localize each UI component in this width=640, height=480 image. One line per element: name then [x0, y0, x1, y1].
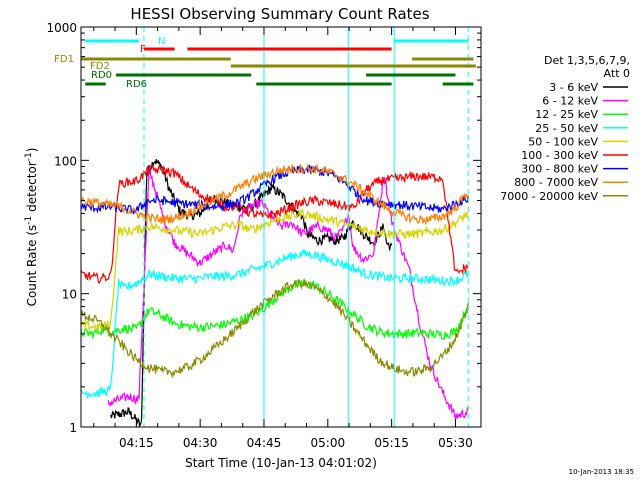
y-axis-label-end: )	[25, 148, 39, 153]
legend-label: 800 - 7000 keV	[514, 176, 598, 189]
y-axis: 1 10 100 1000	[46, 21, 481, 435]
series-line-5	[80, 207, 469, 333]
legend-header-1: Det 1,3,5,6,7,9,	[544, 54, 630, 67]
y-tick-label: 100	[54, 154, 77, 168]
series-line-7	[80, 164, 469, 215]
x-axis: 04:15 04:30 04:45 05:00 05:15 05:30	[93, 27, 473, 450]
series-line-4	[80, 249, 469, 400]
flag-label-rd0: RD0	[91, 70, 112, 81]
flag-label-fd1: FD1	[54, 54, 74, 65]
x-tick-label: 05:30	[438, 436, 473, 450]
series-line-3	[80, 277, 469, 340]
y-axis-label-mid: detector	[25, 161, 39, 216]
y-axis-label-main: Count Rate (s	[25, 225, 39, 307]
y-tick-label: 10	[62, 288, 77, 302]
plot-frame	[80, 26, 482, 428]
timestamp: 10-Jan-2013 18:35	[569, 468, 634, 476]
legend-label: 7000 - 20000 keV	[500, 190, 598, 203]
series-line-9	[80, 278, 469, 379]
y-axis-label-sup2: -1	[24, 152, 34, 161]
y-axis-label: Count Rate (s-1 detector-1)	[24, 148, 39, 307]
x-tick-label: 04:15	[119, 436, 154, 450]
x-axis-label: Start Time (10-Jan-13 04:01:02)	[185, 456, 377, 470]
y-axis-label-sup1: -1	[24, 216, 34, 225]
legend-label: 300 - 800 keV	[521, 163, 598, 176]
flag-label-fd2: FD2	[90, 61, 110, 72]
x-tick-label: 05:15	[374, 436, 409, 450]
flag-label-f: F	[140, 44, 146, 55]
legend-label: 3 - 6 keV	[549, 81, 598, 94]
legend-label: 6 - 12 keV	[542, 95, 598, 108]
legend-label: 100 - 300 keV	[521, 149, 598, 162]
legend-label: 25 - 50 keV	[535, 122, 598, 135]
legend-label: 50 - 100 keV	[528, 135, 598, 148]
series-line-1	[110, 159, 393, 428]
chart-title: HESSI Observing Summary Count Rates	[130, 5, 429, 23]
legend-header-2: Att 0	[604, 67, 630, 80]
y-tick-label: 1	[69, 421, 77, 435]
legend-label: 12 - 25 keV	[535, 108, 598, 121]
x-tick-label: 04:30	[183, 436, 218, 450]
y-tick-label: 1000	[46, 21, 77, 35]
x-tick-label: 04:45	[247, 436, 282, 450]
series-line-6	[80, 164, 469, 284]
x-tick-label: 05:00	[311, 436, 346, 450]
series-line-8	[80, 162, 469, 226]
flag-label-rd6: RD6	[126, 79, 147, 90]
flag-label-n: N	[158, 36, 165, 47]
